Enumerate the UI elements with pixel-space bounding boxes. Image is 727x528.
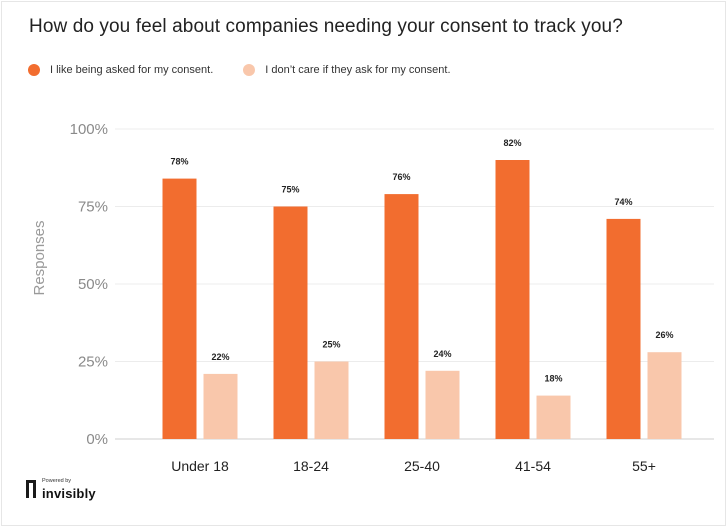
legend-swatch-series-1: [28, 64, 40, 76]
brand-powered-by: Powered by: [42, 478, 72, 484]
invisibly-logo-icon: [26, 480, 36, 499]
data-label: 75%: [281, 185, 299, 195]
bar: [425, 370, 460, 439]
x-tick-label: 41-54: [515, 458, 551, 474]
bar: [536, 395, 571, 439]
x-tick-label: Under 18: [171, 458, 229, 474]
y-axis-label: Responses: [31, 220, 48, 295]
y-tick-label: 75%: [78, 199, 108, 216]
bar: [203, 373, 238, 439]
data-label: 74%: [614, 197, 632, 207]
legend-item-series-1: I like being asked for my consent.: [28, 64, 213, 76]
chart-title: How do you feel about companies needing …: [29, 16, 623, 37]
bar: [647, 352, 682, 439]
legend-item-series-2: I don’t care if they ask for my consent.: [243, 64, 451, 76]
data-label: 26%: [655, 330, 673, 340]
bar: [606, 218, 641, 439]
data-label: 24%: [433, 349, 451, 359]
y-tick-label: 50%: [78, 276, 108, 293]
y-tick-label: 0%: [86, 431, 108, 448]
y-tick-label: 100%: [70, 121, 108, 138]
legend: I like being asked for my consent. I don…: [28, 62, 481, 78]
bar: [495, 160, 530, 439]
data-label: 25%: [322, 340, 340, 350]
data-label: 82%: [503, 138, 521, 148]
bar: [314, 361, 349, 439]
brand-logo: Powered by invisibly: [26, 478, 96, 501]
data-label: 78%: [170, 157, 188, 167]
x-tick-label: 18-24: [293, 458, 329, 474]
bar: [273, 206, 308, 439]
data-label: 76%: [392, 172, 410, 182]
x-tick-label: 25-40: [404, 458, 440, 474]
data-label: 22%: [211, 352, 229, 362]
legend-label-series-2: I don’t care if they ask for my consent.: [265, 64, 451, 76]
bar: [162, 178, 197, 439]
data-label: 18%: [544, 374, 562, 384]
brand-name: invisibly: [42, 485, 96, 501]
y-tick-label: 25%: [78, 354, 108, 371]
legend-label-series-1: I like being asked for my consent.: [50, 64, 214, 76]
legend-swatch-series-2: [243, 64, 256, 76]
bar: [384, 194, 419, 439]
x-tick-label: 55+: [632, 458, 656, 474]
